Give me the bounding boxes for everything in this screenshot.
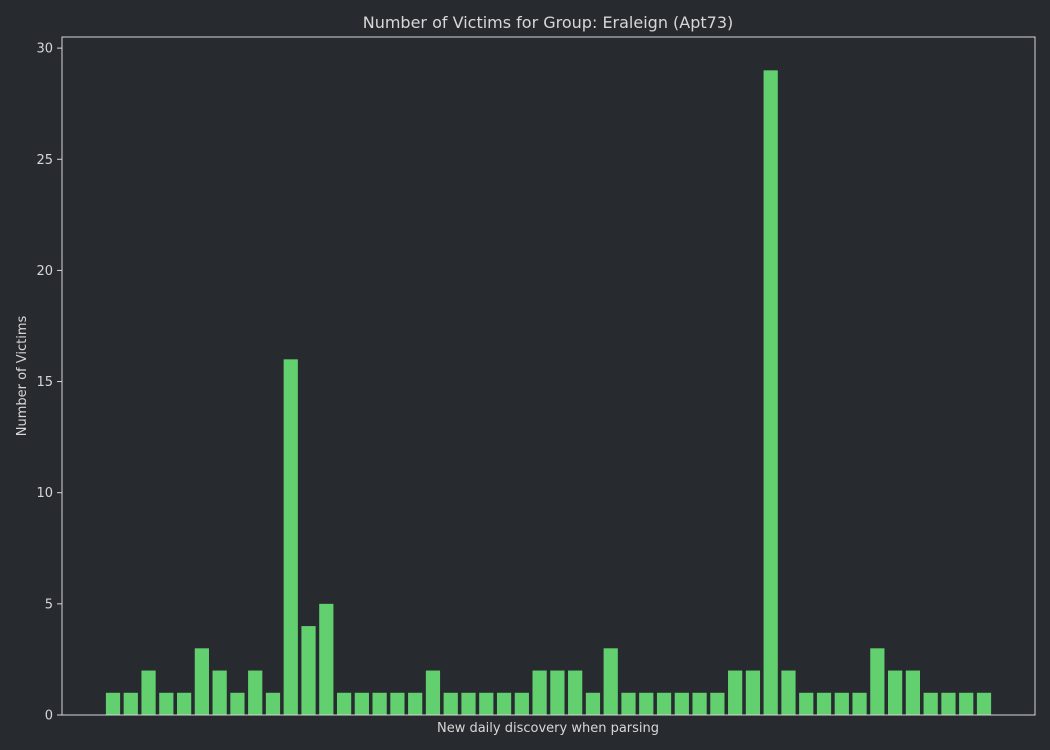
bar-9 [265,692,281,715]
bar-18 [425,670,441,715]
bar-35 [728,670,743,715]
bar-47 [941,692,956,715]
y-tick-label-5: 25 [36,153,53,168]
y-axis: 0 5 10 15 20 25 30 [36,42,62,724]
y-tick-label-4: 20 [36,264,53,279]
bar-13 [336,692,352,715]
bar-49 [976,692,992,715]
bar-32 [674,692,689,715]
bar-25 [550,670,565,715]
y-tick-label-1: 5 [45,597,53,612]
bar-28 [603,648,618,715]
y-tick-label-0: 0 [45,709,53,724]
bar-20 [461,692,476,715]
bar-40 [816,692,832,715]
y-tick-label-2: 10 [36,486,53,501]
bar-12 [319,603,334,715]
bar-1 [123,692,138,715]
y-tick-label-6: 30 [36,42,53,57]
bar-7 [230,692,245,715]
bar-4 [176,692,192,715]
bar-series [105,70,992,716]
bar-23 [514,692,529,715]
bar-39 [799,692,814,715]
bar-21 [479,692,494,715]
bar-44 [888,670,903,715]
bar-16 [390,692,405,715]
bar-26 [568,670,583,715]
bar-38 [781,670,796,715]
bar-10 [283,359,298,715]
bar-0 [105,692,121,715]
bar-45 [905,670,921,715]
bar-36 [745,670,761,715]
bar-3 [159,692,174,715]
bar-5 [194,648,209,715]
plot-frame [61,36,1036,716]
bar-17 [408,692,423,715]
bar-42 [852,692,867,715]
bar-31 [656,692,672,715]
bar-37 [763,70,778,716]
bar-30 [639,692,654,715]
bar-27 [585,692,601,715]
bar-29 [621,692,636,715]
bar-19 [443,692,458,715]
bar-2 [141,670,156,715]
bar-48 [959,692,974,715]
y-axis-label: Number of Victims [15,316,30,437]
bar-41 [834,692,849,715]
bar-11 [301,626,316,715]
x-axis-label: New daily discovery when parsing [437,721,659,736]
bar-34 [710,692,725,715]
bar-8 [248,670,263,715]
bar-24 [532,670,547,715]
bar-33 [692,692,707,715]
bar-6 [212,670,227,715]
y-tick-label-3: 15 [36,375,53,390]
bar-15 [372,692,387,715]
chart-title: Number of Victims for Group: Eraleign (A… [363,13,734,32]
bar-46 [923,692,938,715]
bar-22 [496,692,512,715]
bar-14 [354,692,369,715]
bar-43 [870,648,885,715]
